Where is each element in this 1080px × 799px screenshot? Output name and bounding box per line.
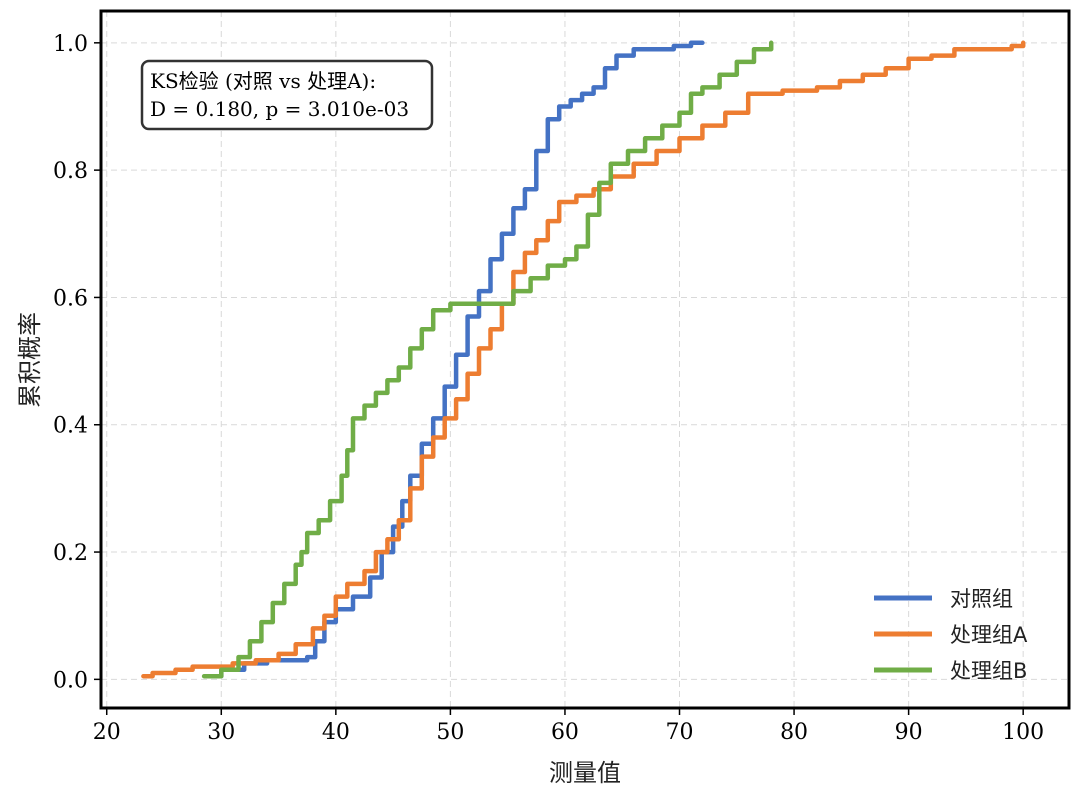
tick-layer: 20 30 40 50 60 70 80 90 100 0.0 0.2 0.4 0.6 0.8 1.0	[53, 32, 1044, 745]
x-tick-label: 30	[207, 720, 235, 745]
x-tick-label: 20	[93, 720, 121, 745]
grid-layer	[101, 11, 1069, 708]
legend-label-3: 处理组B	[950, 659, 1027, 683]
y-axis-title: 累积概率	[16, 312, 44, 408]
y-tick-label: 0.8	[53, 159, 88, 184]
y-tick-label: 0.4	[53, 414, 88, 439]
ks-annotation-line1: KS检验 (对照 vs 处理A):	[150, 69, 376, 93]
x-tick-label: 60	[551, 720, 579, 745]
series-line-2	[141, 40, 1026, 679]
y-tick-label: 0.6	[53, 286, 88, 311]
x-tick-label: 40	[322, 720, 350, 745]
series-line-1	[207, 40, 705, 679]
ks-annotation-box	[140, 59, 434, 131]
x-tick-label: 50	[436, 720, 464, 745]
x-tick-label: 100	[1002, 720, 1044, 745]
y-tick-label: 1.0	[53, 32, 88, 57]
x-tick-label: 90	[895, 720, 923, 745]
y-tick-label: 0.0	[53, 668, 88, 693]
x-axis-title: 测量值	[549, 759, 621, 787]
ks-annotation-line2: D = 0.180, p = 3.010e-03	[150, 97, 409, 121]
legend-label-1: 对照组	[950, 587, 1013, 611]
series-line-3	[201, 40, 774, 679]
x-tick-label: 70	[666, 720, 694, 745]
legend-label-2: 处理组A	[950, 623, 1028, 647]
plot-frame	[99, 9, 1071, 710]
ks-annotation: KS检验 (对照 vs 处理A): D = 0.180, p = 3.010e-…	[140, 59, 434, 131]
series-layer	[141, 40, 1026, 679]
x-tick-label: 80	[780, 720, 808, 745]
y-tick-label: 0.2	[53, 541, 88, 566]
